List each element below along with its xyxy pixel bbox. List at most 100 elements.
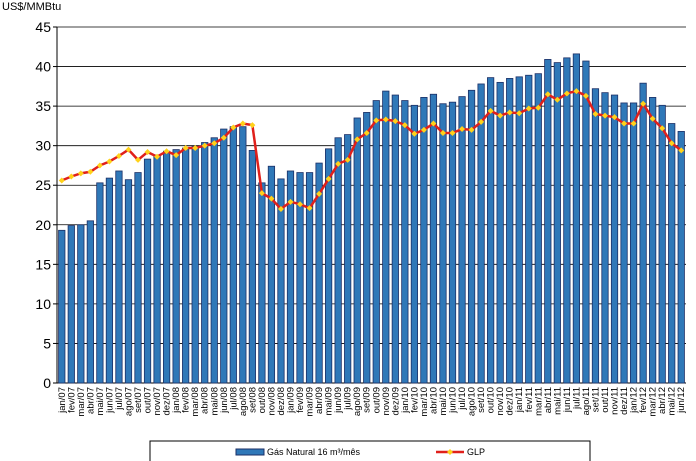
bar — [277, 178, 285, 384]
marker — [411, 130, 418, 137]
marker — [621, 120, 628, 127]
marker — [401, 122, 408, 129]
marker — [363, 130, 370, 137]
marker — [563, 90, 570, 97]
legend-box — [149, 440, 591, 461]
bar — [382, 90, 390, 384]
bar — [58, 229, 66, 384]
x-tick-label: fev/09 — [295, 387, 306, 413]
marker — [239, 120, 246, 127]
x-tick-label: set/11 — [590, 387, 601, 412]
x-tick-label: set/07 — [133, 387, 144, 413]
marker — [316, 190, 323, 197]
bar — [134, 172, 142, 384]
marker — [640, 100, 647, 107]
legend-label: GLP — [467, 447, 485, 457]
x-tick-label: mar/07 — [76, 387, 87, 417]
marker — [297, 201, 304, 208]
legend-marker — [447, 449, 453, 455]
bar — [305, 172, 314, 384]
marker — [173, 152, 180, 159]
bar — [601, 92, 609, 384]
bar — [162, 150, 171, 384]
x-tick-label: jun/09 — [333, 387, 344, 414]
marker — [96, 162, 103, 169]
x-tick-label: nov/09 — [381, 387, 392, 416]
bar — [677, 131, 685, 384]
marker — [525, 105, 532, 112]
marker — [382, 116, 389, 123]
x-tick-label: abr/11 — [543, 387, 554, 413]
marker — [154, 153, 161, 160]
bar — [544, 59, 552, 384]
bar — [105, 177, 114, 384]
bar — [658, 104, 666, 384]
x-tick-label: out/08 — [257, 387, 268, 413]
x-tick-label: mar/09 — [305, 387, 316, 417]
y-tick-label: 5 — [43, 335, 51, 351]
marker — [373, 117, 380, 124]
x-tick-label: abr/07 — [85, 387, 96, 414]
x-tick-label: jun/07 — [104, 387, 115, 414]
marker — [478, 118, 485, 125]
marker — [87, 168, 94, 175]
x-tick-label: abr/09 — [314, 387, 325, 414]
marker — [592, 111, 599, 118]
x-tick-label: mar/12 — [648, 387, 659, 417]
marker — [325, 175, 332, 182]
bar — [229, 126, 237, 384]
bar — [439, 103, 447, 384]
marker — [201, 142, 208, 149]
bar — [525, 74, 533, 384]
y-tick-label: 30 — [35, 138, 51, 154]
marker — [392, 118, 399, 125]
bar — [649, 97, 657, 384]
marker — [420, 126, 427, 133]
x-tick-label: ago/09 — [352, 387, 363, 416]
marker — [554, 96, 561, 103]
bar — [267, 165, 276, 384]
bar — [86, 220, 94, 384]
bar — [258, 182, 266, 384]
marker — [649, 115, 656, 122]
x-tick-label: jul/08 — [228, 387, 239, 411]
marker — [106, 158, 113, 165]
bar — [477, 83, 485, 384]
x-tick-label: jan/07 — [57, 387, 68, 414]
x-tick-label: nov/07 — [152, 387, 163, 416]
y-axis-label: US$/MMBtu — [2, 1, 61, 13]
x-tick-label: dez/08 — [276, 387, 287, 416]
x-tick-label: abr/12 — [657, 387, 668, 414]
marker — [506, 109, 513, 116]
marker — [354, 136, 361, 143]
marker — [68, 173, 75, 180]
x-tick-label: fev/07 — [66, 387, 77, 413]
bar — [325, 148, 333, 384]
x-tick-label: fev/08 — [181, 387, 192, 413]
x-tick-label: mar/08 — [190, 387, 201, 417]
x-tick-label: set/09 — [362, 387, 373, 413]
bar — [629, 102, 638, 384]
x-tick-label: mai/12 — [667, 387, 678, 416]
marker — [439, 130, 446, 137]
x-tick-label: mai/09 — [324, 387, 335, 416]
x-tick-label: ago/11 — [581, 387, 592, 415]
marker — [230, 124, 237, 131]
x-tick-label: jul/10 — [457, 387, 468, 411]
bar — [239, 126, 247, 384]
x-tick-label: set/08 — [247, 387, 258, 413]
x-tick-label: nov/08 — [266, 387, 277, 416]
bar — [572, 53, 581, 384]
x-tick-label: nov/10 — [495, 387, 506, 416]
x-tick-label: mai/11 — [552, 387, 563, 415]
bar — [143, 158, 152, 384]
marker — [535, 104, 542, 111]
x-tick-label: ago/10 — [467, 387, 478, 416]
marker — [611, 114, 618, 121]
bar — [77, 224, 85, 384]
marker — [220, 134, 227, 141]
x-tick-label: mai/10 — [438, 387, 449, 416]
bar — [668, 123, 676, 384]
marker — [258, 190, 265, 197]
bar — [582, 60, 590, 384]
